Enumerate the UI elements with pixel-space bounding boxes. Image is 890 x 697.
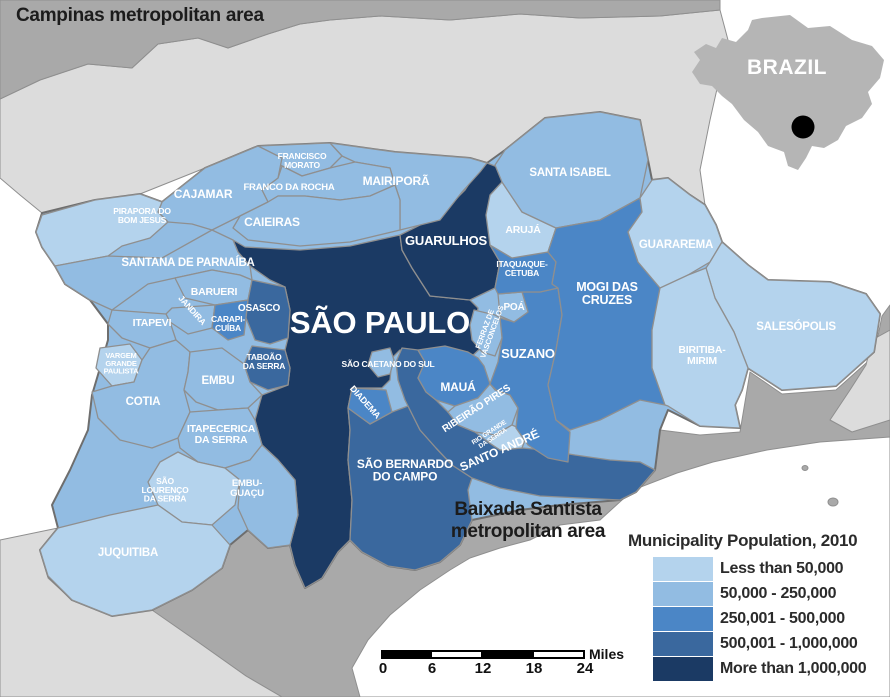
label-itaquaquecetuba: ITAQUAQUE-CETUBA (496, 259, 548, 278)
scale-segment (432, 650, 483, 659)
label-maua: MAUÁ (440, 379, 476, 394)
municipality-pirapora-do-bom-jesus (35, 193, 169, 267)
label-santa-isabel: SANTA ISABEL (529, 167, 610, 179)
label-aruja: ARUJÁ (505, 223, 541, 236)
label-sao-bernardo-do-campo: SÃO BERNARDO DO CAMPO (357, 456, 453, 483)
label-francisco-morato: FRANCISCO MORATO (278, 151, 327, 170)
label-barueri: BARUERI (191, 286, 238, 298)
municipality-ferraz-de-vasconcelos (469, 309, 503, 357)
legend: Municipality Population, 2010 Less than … (628, 531, 890, 682)
scale-bar: Miles 0 6 12 18 24 (378, 646, 641, 677)
label-pirapora-do-bom-jesus: PIRAPORA DO BOM JESUS (113, 206, 171, 225)
legend-row: 500,001 - 1,000,000 (653, 632, 890, 656)
legend-swatch-class-3 (653, 607, 713, 631)
legend-title: Municipality Population, 2010 (628, 531, 858, 550)
label-embu-guacu: EMBU-GUAÇU (230, 478, 264, 499)
label-cotia: COTIA (126, 396, 161, 408)
label-salesopolis: SALESÓPOLIS (756, 320, 836, 333)
scale-tick: 12 (474, 660, 492, 677)
scale-segment (534, 650, 585, 659)
label-cajamar: CAJAMAR (174, 187, 233, 201)
brazil-inset-label: BRAZIL (747, 56, 827, 79)
label-osasco: OSASCO (238, 303, 281, 314)
label-taboao-da-serra: TABOÃO DA SERRA (243, 352, 286, 371)
legend-label: 500,001 - 1,000,000 (720, 635, 858, 652)
legend-row: Less than 50,000 (653, 557, 890, 581)
label-sao-caetano-do-sul: SÃO CAETANO DO SUL (341, 359, 434, 369)
scale-segment (381, 650, 432, 659)
label-sao-paulo: SÃO PAULO (290, 305, 470, 340)
scale-ticks: 0 6 12 18 24 (378, 659, 641, 677)
label-itapevi: ITAPEVI (133, 317, 172, 329)
municipality-biritiba-mirim (651, 267, 749, 429)
label-santana-de-parnaiba: SANTANA DE PARNAÍBA (121, 256, 254, 269)
scale-unit-label: Miles (589, 646, 625, 662)
label-mairipora: MAIRIPORÃ (363, 173, 430, 188)
island (827, 497, 839, 507)
legend-label: More than 1,000,000 (720, 660, 867, 677)
label-biritiba-mirim: BIRITIBA-MIRIM (678, 344, 726, 367)
scale-segment (483, 650, 534, 659)
legend-label: 50,000 - 250,000 (720, 585, 837, 602)
baixada-santista-metro-label: Baixada Santista metropolitan area (450, 499, 606, 543)
label-vargem-grande-paulista: VARGEM GRANDE PAULISTA (104, 351, 140, 376)
label-poa: POÁ (503, 300, 524, 313)
label-mogi-das-cruzes: MOGI DAS CRUZES (576, 280, 638, 307)
label-juquitiba: JUQUITIBA (98, 547, 158, 559)
label-embu: EMBU (201, 375, 234, 387)
region-non-metro-east (829, 329, 890, 433)
inset-location-marker (791, 115, 815, 139)
legend-label: 250,001 - 500,000 (720, 610, 845, 627)
label-suzano: SUZANO (501, 346, 555, 361)
scale-tick: 0 (378, 660, 388, 677)
legend-label: Less than 50,000 (720, 560, 844, 577)
municipality-ribeirao-pires (447, 383, 519, 436)
municipality-sao-caetano-do-sul (367, 347, 395, 378)
ocean (351, 436, 890, 697)
scale-tick: 6 (427, 660, 437, 677)
region-campinas-metro (0, 0, 721, 100)
legend-swatch-class-1 (653, 557, 713, 581)
label-carapicuiba: CARAPI-CUÍBA (211, 314, 245, 333)
legend-row: More than 1,000,000 (653, 657, 890, 681)
legend-swatch-class-5 (653, 657, 713, 681)
legend-row: 250,001 - 500,000 (653, 607, 890, 631)
label-itapecerica-da-serra: ITAPECERICA DA SERRA (187, 423, 256, 446)
municipality-juquitiba (39, 504, 231, 617)
scale-tick: 18 (525, 660, 543, 677)
label-guararema: GUARAREMA (639, 239, 713, 251)
label-guarulhos: GUARULHOS (405, 233, 488, 248)
legend-row: 50,000 - 250,000 (653, 582, 890, 606)
municipality-diadema (347, 387, 393, 425)
island (801, 465, 809, 471)
municipality-caieiras (232, 184, 401, 247)
scale-tick: 24 (576, 660, 594, 677)
legend-swatch-class-4 (653, 632, 713, 656)
municipality-osasco (245, 279, 291, 345)
campinas-metro-label: Campinas metropolitan area (16, 5, 264, 26)
scale-bar-segments (381, 650, 585, 659)
brazil-inset-silhouette (692, 15, 884, 170)
municipality-taboao-da-serra (243, 345, 291, 391)
legend-swatch-class-2 (653, 582, 713, 606)
label-caieiras: CAIEIRAS (244, 215, 300, 229)
label-sao-lourenco-da-serra: SÃO LOURENÇO DA SERRA (141, 476, 189, 504)
label-franco-da-rocha: FRANCO DA ROCHA (243, 182, 334, 193)
municipality-embu-guacu (224, 444, 299, 549)
